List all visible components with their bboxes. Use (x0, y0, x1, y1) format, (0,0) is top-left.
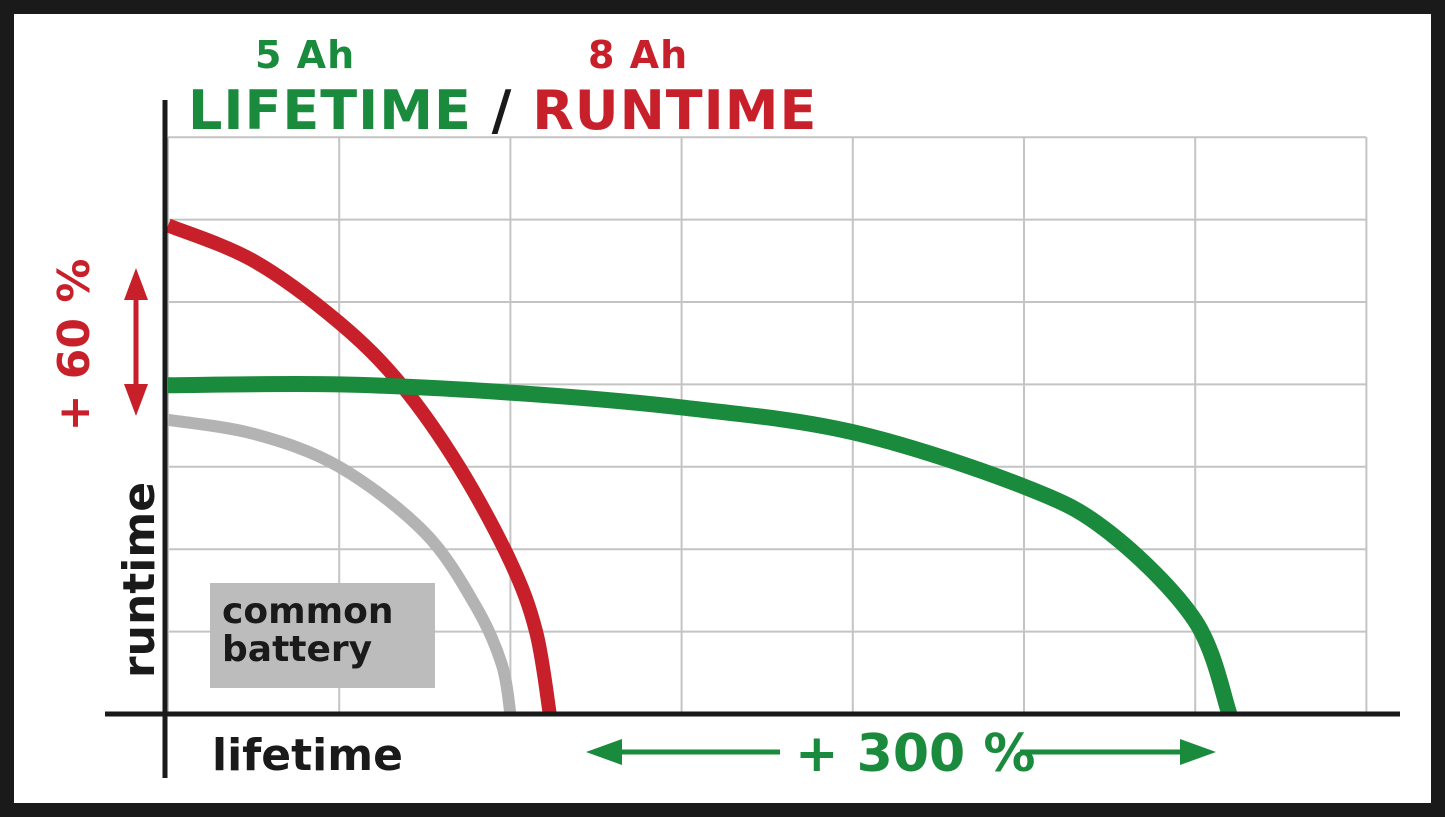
arrow-300-head-right (1180, 739, 1216, 765)
x-axis-label: lifetime (212, 730, 403, 781)
common-battery-line2: battery (222, 628, 373, 670)
y-axis-label: runtime (114, 481, 165, 679)
arrow-60-head-down (124, 384, 148, 416)
series-line-lifetime-5ah (167, 375, 1238, 717)
subtitle-8ah: 8 Ah (588, 33, 689, 77)
common-battery-label: common battery (210, 583, 435, 688)
common-battery-line1: common (222, 591, 394, 632)
annotation-60-percent: + 60 % (49, 258, 100, 432)
series-line-runtime-8ah (165, 218, 557, 716)
subtitle-5ah: 5 Ah (255, 33, 356, 77)
series-line-common-battery (167, 413, 517, 716)
arrow-300-head-left (586, 739, 622, 765)
title-runtime: RUNTIME (532, 79, 818, 142)
arrow-60-head-up (124, 268, 148, 300)
title-lifetime: LIFETIME (188, 79, 472, 142)
chart-title: LIFETIME / RUNTIME (188, 84, 817, 138)
title-separator: / (491, 79, 513, 142)
annotation-300-percent: + 300 % (795, 724, 1036, 784)
